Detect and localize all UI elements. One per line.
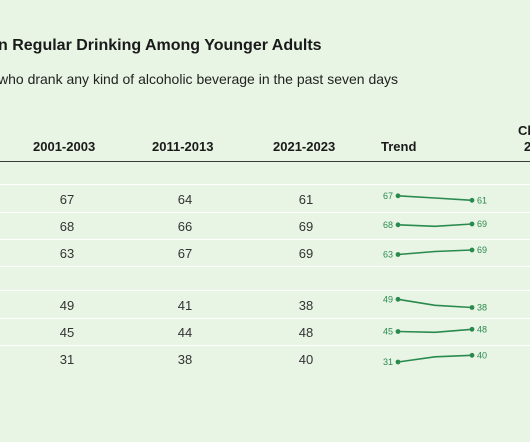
table-cell: 67 (59, 192, 75, 207)
trend-start-label: 67 (383, 191, 393, 201)
trend-line (397, 249, 473, 256)
trend-line (397, 195, 473, 202)
trend-point (469, 326, 475, 332)
table-cell: 45 (59, 325, 75, 340)
trend-start-label: 31 (383, 357, 393, 367)
row-divider (0, 266, 530, 267)
table-cell: 69 (298, 219, 314, 234)
table-cell: 49 (59, 298, 75, 313)
group-divider (0, 290, 530, 291)
trend-line (397, 223, 473, 228)
table-cell: 31 (59, 352, 75, 367)
trend-end-label: 38 (477, 303, 487, 313)
trend-point (469, 221, 475, 227)
group-divider (0, 184, 530, 185)
trend-end-label: 48 (477, 324, 487, 334)
table-cell: 69 (298, 246, 314, 261)
trend-end-label: 40 (477, 350, 487, 360)
table-cell: 64 (177, 192, 193, 207)
table-cell: 41 (177, 298, 193, 313)
trend-line (397, 354, 473, 363)
table-cell: 38 (298, 298, 314, 313)
trend-end-label: 61 (477, 195, 487, 205)
table-cell: 44 (177, 325, 193, 340)
trend-start-label: 68 (383, 220, 393, 230)
row-divider (0, 239, 530, 240)
trend-line (397, 328, 473, 334)
chart-title: n Regular Drinking Among Younger Adults (0, 37, 322, 54)
column-header-2011-2013: 2011-2013 (152, 139, 214, 154)
column-header-2001-2003: 2001-2003 (33, 139, 96, 154)
table-cell: 67 (177, 246, 193, 261)
table-cell: 40 (298, 352, 314, 367)
chart-subtitle: who drank any kind of alcoholic beverage… (0, 71, 399, 87)
trend-start-label: 45 (383, 327, 393, 337)
trend-point (469, 197, 475, 203)
trend-point (395, 252, 401, 257)
table-cell: 66 (177, 219, 193, 234)
clipped-header-line-1: Cl (518, 123, 530, 138)
table-cell: 68 (59, 219, 75, 234)
table-cell: 61 (298, 192, 314, 207)
column-header-trend: Trend (381, 139, 417, 154)
trend-point (469, 352, 475, 358)
table-cell: 63 (59, 246, 75, 261)
row-divider (0, 212, 530, 213)
clipped-header-line-2: 2 (524, 139, 530, 154)
trend-point (395, 193, 401, 199)
trend-point (395, 359, 401, 365)
trend-point (395, 329, 401, 334)
trend-point (395, 222, 401, 228)
column-header-2021-2023: 2021-2023 (273, 139, 336, 154)
trend-point (469, 305, 475, 310)
row-divider (0, 345, 530, 346)
trend-start-label: 63 (383, 250, 393, 260)
trend-line (397, 298, 473, 309)
trend-end-label: 69 (477, 219, 487, 229)
table-cell: 38 (177, 352, 193, 367)
trend-point (395, 296, 401, 302)
trend-end-label: 69 (477, 245, 487, 255)
header-rule (0, 161, 530, 162)
trend-point (469, 247, 475, 253)
table-cell: 48 (298, 325, 314, 340)
row-divider (0, 318, 530, 319)
trend-start-label: 49 (383, 294, 393, 304)
